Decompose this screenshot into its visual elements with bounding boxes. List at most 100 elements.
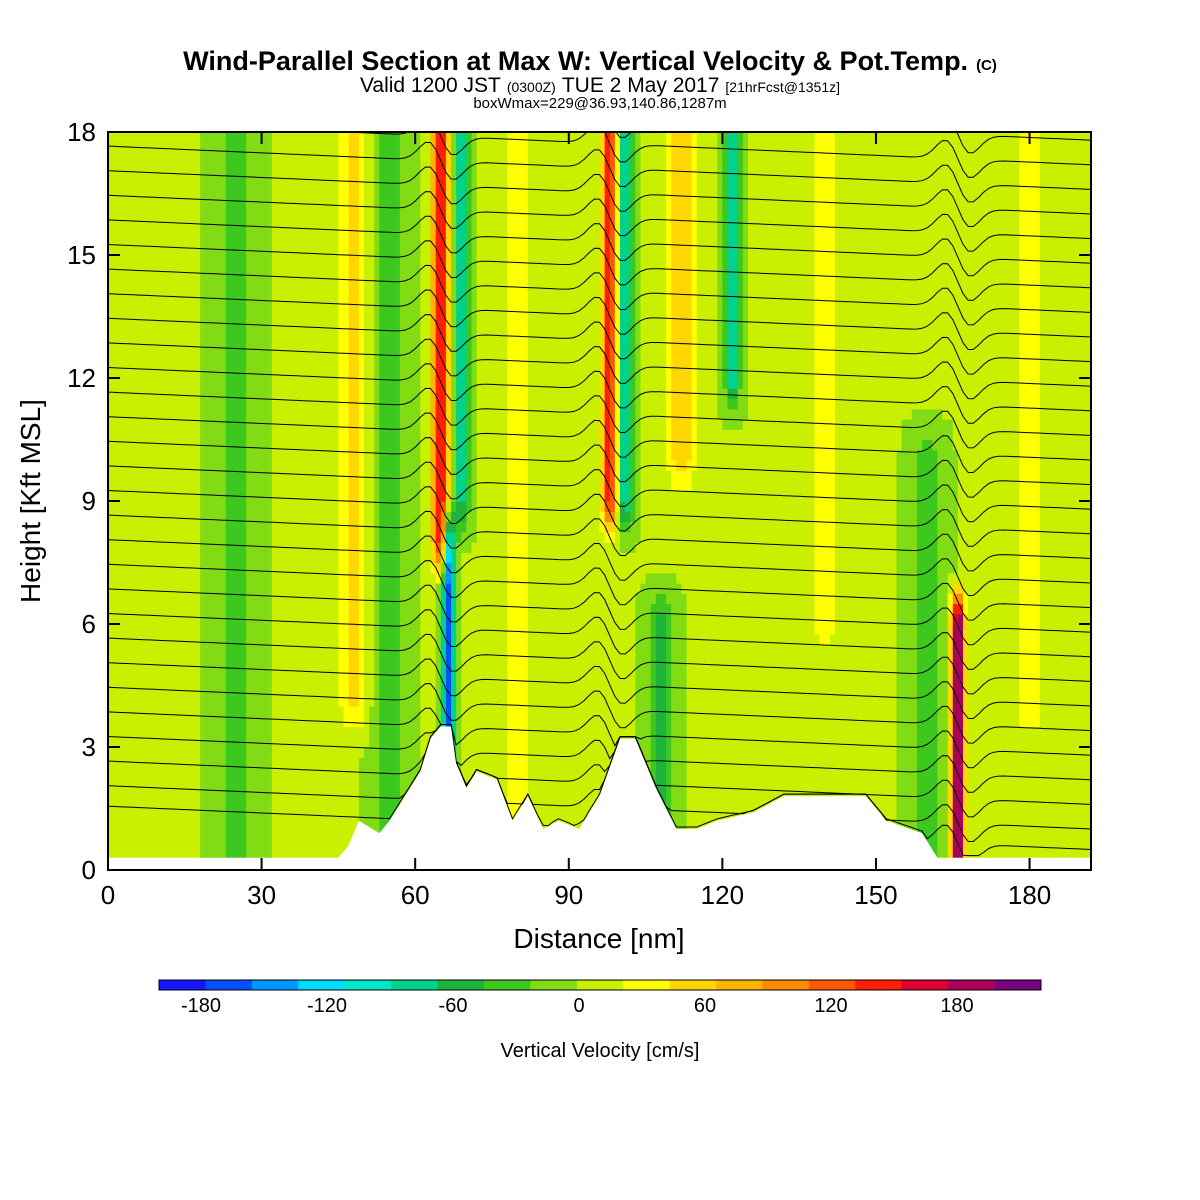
field-cell	[230, 695, 237, 707]
field-cell	[502, 777, 508, 789]
field-cell	[1085, 716, 1091, 728]
field-cell	[517, 777, 524, 789]
field-cell	[860, 716, 867, 728]
field-cell	[169, 849, 176, 861]
field-cell	[814, 716, 821, 728]
field-cell	[133, 798, 140, 810]
field-cell	[778, 767, 785, 779]
field-cell	[686, 634, 693, 646]
field-cell	[875, 747, 882, 758]
field-cell	[1039, 747, 1046, 758]
field-cell	[886, 798, 892, 810]
field-cell	[655, 634, 662, 646]
field-cell	[609, 716, 616, 728]
field-cell	[497, 624, 503, 635]
field-cell	[819, 767, 826, 779]
field-cell	[307, 808, 314, 820]
field-cell	[983, 716, 990, 728]
field-cell	[1019, 757, 1026, 769]
field-cell	[425, 603, 432, 615]
field-cell	[758, 706, 764, 717]
field-cell	[328, 808, 334, 820]
field-cell	[128, 644, 135, 656]
field-cell	[625, 624, 631, 635]
field-cell	[384, 716, 391, 728]
field-cell	[947, 603, 954, 615]
field-cell	[363, 603, 370, 615]
field-cell	[379, 736, 386, 748]
field-cell	[584, 654, 590, 666]
field-cell	[179, 747, 186, 758]
field-cell	[312, 726, 319, 738]
field-cell	[420, 644, 427, 656]
field-cell	[200, 665, 206, 676]
field-cell	[425, 634, 432, 646]
field-cell	[266, 829, 273, 840]
field-cell	[527, 685, 534, 697]
field-cell	[599, 767, 606, 779]
field-cell	[543, 603, 549, 615]
field-cell	[860, 603, 867, 615]
field-cell	[282, 747, 288, 758]
field-cell	[650, 603, 657, 615]
field-cell	[241, 665, 247, 676]
field-cell	[256, 839, 263, 851]
field-cell	[998, 634, 1005, 646]
field-cell	[850, 603, 857, 615]
field-cell	[1080, 829, 1087, 840]
field-cell	[701, 695, 708, 707]
field-cell	[189, 808, 196, 820]
field-cell	[819, 654, 826, 666]
field-cell	[773, 726, 780, 738]
field-cell	[686, 767, 693, 779]
field-cell	[491, 706, 498, 717]
field-cell	[507, 695, 514, 707]
field-cell	[456, 644, 462, 656]
field-cell	[768, 716, 775, 728]
field-cell	[978, 675, 985, 687]
field-cell	[891, 634, 898, 646]
field-cell	[251, 603, 258, 615]
field-cell	[753, 757, 759, 769]
field-cell	[271, 849, 278, 861]
field-cell	[246, 613, 252, 625]
field-cell	[768, 613, 775, 625]
field-cell	[1044, 675, 1051, 687]
field-cell	[1085, 747, 1091, 758]
field-cell	[328, 777, 334, 789]
field-cell	[579, 808, 585, 820]
field-cell	[1009, 788, 1015, 799]
field-cell	[512, 685, 519, 697]
field-cell	[425, 665, 432, 676]
field-cell	[512, 603, 519, 615]
field-cell	[338, 808, 345, 820]
field-cell	[947, 767, 954, 779]
field-cell	[947, 736, 954, 748]
field-cell	[128, 726, 135, 738]
field-cell	[804, 788, 811, 799]
field-cell	[937, 644, 944, 656]
field-cell	[1019, 788, 1026, 799]
field-cell	[1075, 634, 1082, 646]
field-cell	[486, 654, 493, 666]
field-cell	[886, 665, 892, 676]
field-cell	[686, 747, 693, 758]
field-cell	[1055, 716, 1061, 728]
field-cell	[251, 624, 258, 635]
field-cell	[179, 777, 186, 789]
field-cell	[635, 644, 642, 656]
field-cell	[230, 788, 237, 799]
field-cell	[794, 757, 800, 769]
field-cell	[671, 736, 677, 748]
field-cell	[747, 726, 754, 738]
field-cell	[246, 757, 252, 769]
field-cell	[809, 706, 816, 717]
field-cell	[118, 839, 124, 851]
field-cell	[988, 654, 995, 666]
field-cell	[696, 685, 703, 697]
field-cell	[205, 736, 211, 748]
field-cell	[317, 747, 324, 758]
field-cell	[138, 695, 145, 707]
field-cell	[440, 644, 447, 656]
field-cell	[875, 706, 882, 717]
